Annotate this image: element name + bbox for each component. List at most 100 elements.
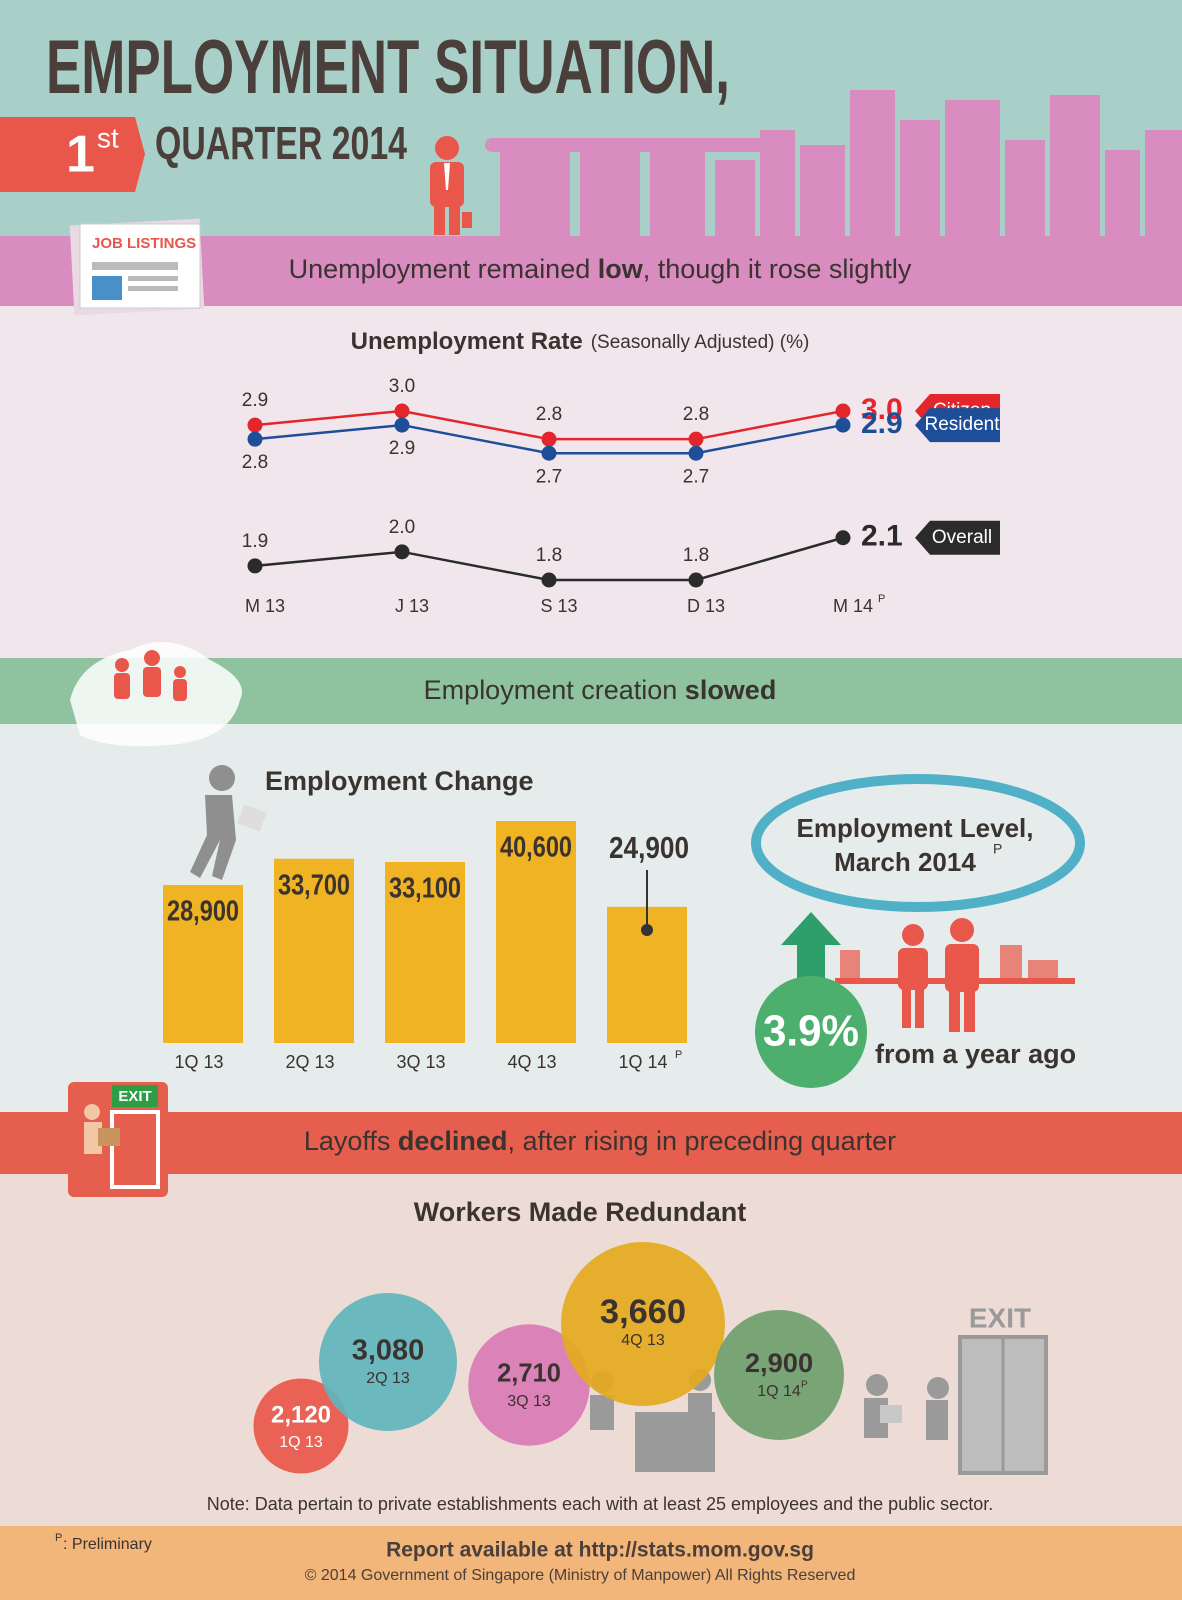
up-arrow [781,912,841,985]
x-tick-label: 1Q 13 [174,1052,223,1072]
value-label: 1.9 [242,531,268,552]
point [394,544,410,560]
map-icon [70,642,242,747]
ordinal: 1 [66,126,95,184]
bar [274,858,354,1043]
exit-icon [68,1082,168,1197]
value-label: 2.7 [536,466,562,487]
category-label: 3Q 13 [507,1393,551,1410]
skyline [485,90,1182,240]
point [688,445,704,461]
preliminary-marker: P [675,1049,682,1061]
banner-before: Employment creation [424,675,685,705]
value-label: 2.0 [389,517,415,538]
report-link: Report available at http://stats.mom.gov… [386,1539,814,1562]
point [541,431,557,447]
preliminary-marker: P [801,1380,808,1391]
bubble [714,1310,844,1440]
chart-title: Unemployment Rate (Seasonally Adjusted) (… [351,328,810,355]
value-label: 2.8 [683,404,709,425]
x-tick-label: M 14 [833,596,873,616]
banner-bold: declined [398,1126,508,1156]
banner-text: Layoffs declined, after rising in preced… [304,1126,896,1156]
banner-bg [0,1112,1182,1174]
businessman-icon [430,136,472,235]
level-title: Employment Level, [797,813,1034,843]
job-listings-icon [69,218,205,316]
point [247,558,263,574]
value-label: 40,600 [500,832,572,864]
legend-tag [915,408,1000,443]
value-label: 2.8 [536,404,562,425]
banner-text: Employment creation slowed [424,675,777,705]
subtitle: QUARTER 2014 [155,117,407,169]
value-label: 3.0 [389,376,415,397]
point [247,431,263,447]
point [688,572,704,588]
point [394,403,410,419]
icon-label: EXIT [118,1088,151,1105]
chart-title: Workers Made Redundant [414,1197,747,1227]
value-label: 2,120 [271,1401,331,1428]
point [688,431,704,447]
highlight-ring [751,774,1085,912]
point [835,530,851,546]
bar [385,862,465,1043]
point [835,403,851,419]
value-label-highlight: 2.9 [861,407,903,440]
preliminary-marker: P [878,593,885,605]
change-badge [755,976,867,1088]
footnote: : Preliminary [63,1536,152,1553]
x-tick-label: 2Q 13 [285,1052,334,1072]
value-label: 28,900 [167,896,239,928]
value-label-highlight: 3.0 [861,393,903,426]
exit-label: EXIT [969,1302,1031,1333]
chart-subtitle: (Seasonally Adjusted) (%) [591,332,810,353]
section-bg [0,306,1182,658]
bar [496,821,576,1043]
icon-label: JOB LISTINGS [92,235,196,252]
banner-bold: slowed [685,675,777,705]
x-tick-label: 4Q 13 [507,1052,556,1072]
value-label: 1.8 [536,545,562,566]
point [541,572,557,588]
preliminary-marker: P [993,841,1002,857]
bubble [318,1292,458,1432]
ordinal-suffix: st [97,122,119,153]
point [835,417,851,433]
value-label: 1.8 [683,545,709,566]
workers-icon [835,918,1075,1032]
point [394,417,410,433]
banner-before: Layoffs [304,1126,398,1156]
legend-tag [915,520,1000,555]
banner-after: , after rising in preceding quarter [507,1126,896,1156]
main-title: EMPLOYMENT SITUATION, [46,25,730,110]
legend-label: Overall [932,527,992,548]
legend-label: Resident [925,414,1001,435]
pin-head [641,924,653,936]
bubble [468,1324,590,1446]
x-tick-label: 1Q 14 [618,1052,667,1072]
ordinal-tag [0,117,145,192]
value-label: 2,710 [497,1360,561,1388]
value-label: 2.8 [242,452,268,473]
category-label: 4Q 13 [621,1332,665,1349]
value-label: 24,900 [609,830,689,865]
x-tick-label: J 13 [395,596,429,616]
x-tick-label: S 13 [540,596,577,616]
level-title: March 2014 [834,847,976,877]
category-label: 2Q 13 [366,1370,410,1387]
category-label: 1Q 14 [757,1383,801,1400]
banner-bold: low [598,254,644,284]
point [247,417,263,433]
x-tick-label: 3Q 13 [396,1052,445,1072]
chart-title: Employment Change [265,766,534,796]
banner-after: , though it rose slightly [643,254,912,284]
bar [163,884,243,1043]
value-label: 33,700 [278,869,350,901]
preliminary-marker: P [55,1532,62,1544]
banner-before: Unemployment remained [289,254,598,284]
value-label: 3,080 [352,1335,425,1367]
